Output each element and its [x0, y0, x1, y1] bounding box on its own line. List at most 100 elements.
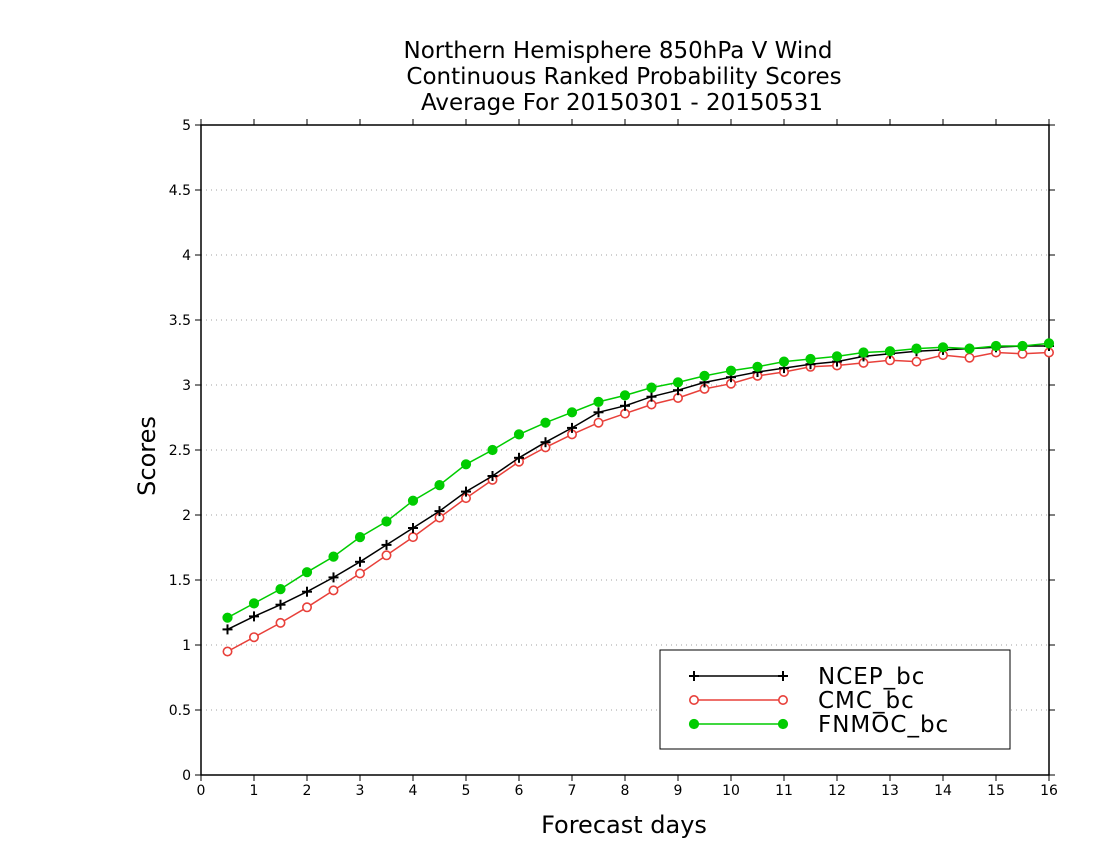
legend-item-CMC_bc: CMC_bc [688, 688, 915, 714]
point-NCEP_bc-9 [461, 486, 471, 497]
y-tick-label-0: 0 [182, 768, 191, 784]
point-NCEP_bc-1 [249, 611, 259, 622]
point-CMC_bc-0 [222, 646, 233, 657]
legend-marker-left-CMC_bc [688, 694, 699, 705]
x-tick-label-14: 14 [934, 783, 952, 799]
point-NCEP_bc-5 [355, 556, 365, 567]
point-NCEP_bc-2 [275, 599, 286, 610]
legend-marker-right-FNMOC_bc [777, 718, 789, 730]
legend-label-NCEP_bc: NCEP_bc [818, 664, 925, 690]
point-CMC_bc-28 [964, 352, 975, 363]
point-NCEP_bc-6 [381, 539, 392, 550]
line-CMC_bc [227, 351, 1050, 653]
point-CMC_bc-5 [354, 568, 365, 579]
legend-marker-right-NCEP_bc [778, 671, 788, 681]
y-tick-label-3: 1.5 [169, 573, 191, 589]
point-NCEP_bc-8 [434, 506, 445, 517]
series-NCEP_bc [222, 341, 1054, 635]
legend-marker-right-CMC_bc [777, 694, 788, 705]
point-CMC_bc-2 [275, 617, 286, 628]
point-CMC_bc-26 [911, 356, 922, 367]
point-FNMOC_bc-21 [778, 356, 790, 367]
point-FNMOC_bc-6 [381, 516, 392, 527]
point-FNMOC_bc-10 [487, 444, 498, 456]
point-FNMOC_bc-27 [937, 342, 949, 353]
x-tick-label-7: 7 [568, 783, 577, 799]
point-FNMOC_bc-13 [566, 407, 578, 418]
legend-item-FNMOC_bc: FNMOC_bc [688, 712, 948, 738]
y-tick-label-7: 3.5 [169, 313, 191, 329]
point-FNMOC_bc-0 [222, 612, 233, 623]
line-NCEP_bc [227, 345, 1049, 631]
x-tick-label-2: 2 [303, 783, 312, 799]
x-tick-label-8: 8 [621, 783, 630, 799]
legend-label-CMC_bc: CMC_bc [818, 688, 915, 714]
point-NCEP_bc-4 [328, 572, 339, 583]
point-FNMOC_bc-15 [619, 390, 631, 401]
point-FNMOC_bc-7 [407, 495, 419, 506]
point-NCEP_bc-3 [302, 586, 312, 597]
x-tick-labels: 0 1 2 3 4 5 6 7 8 9 10 11 12 13 14 15 16 [197, 783, 1058, 799]
x-tick-label-6: 6 [515, 783, 524, 799]
point-FNMOC_bc-22 [805, 353, 816, 365]
point-NCEP_bc-15 [620, 400, 630, 411]
x-tick-label-11: 11 [775, 783, 793, 799]
point-FNMOC_bc-24 [858, 347, 869, 358]
y-tick-label-4: 2 [182, 508, 191, 524]
y-tick-label-8: 4 [182, 248, 191, 264]
point-FNMOC_bc-5 [354, 532, 366, 543]
point-NCEP_bc-14 [593, 407, 604, 418]
gridlines [201, 189, 1049, 711]
point-NCEP_bc-13 [567, 422, 577, 433]
y-axis-label: Scores [133, 416, 161, 496]
x-tick-label-16: 16 [1040, 783, 1058, 799]
point-FNMOC_bc-29 [990, 340, 1002, 352]
point-FNMOC_bc-30 [1017, 340, 1028, 352]
y-tick-label-6: 3 [182, 378, 191, 394]
series-FNMOC_bc [222, 338, 1055, 623]
point-NCEP_bc-11 [514, 452, 524, 463]
y-tick-label-2: 1 [182, 638, 191, 654]
x-tick-label-4: 4 [409, 783, 418, 799]
point-FNMOC_bc-8 [434, 480, 445, 491]
x-tick-label-10: 10 [722, 783, 740, 799]
point-FNMOC_bc-26 [911, 343, 922, 354]
point-FNMOC_bc-18 [699, 370, 710, 381]
line-FNMOC_bc [227, 342, 1050, 619]
point-FNMOC_bc-2 [275, 584, 286, 595]
y-tick-label-1: 0.5 [169, 703, 191, 719]
point-NCEP_bc-12 [540, 437, 551, 448]
chart-title: Northern Hemisphere 850hPa V Wind Contin… [404, 38, 842, 116]
point-FNMOC_bc-25 [884, 346, 896, 357]
point-FNMOC_bc-19 [725, 365, 737, 376]
point-FNMOC_bc-16 [646, 382, 657, 393]
x-tick-label-15: 15 [987, 783, 1005, 799]
x-tick-label-13: 13 [881, 783, 899, 799]
legend-marker-left-NCEP_bc [689, 671, 699, 681]
y-tick-labels: 0 0.5 1 1.5 2 2.5 3 3.5 4 4.5 5 [169, 118, 191, 784]
point-CMC_bc-14 [593, 417, 604, 428]
point-FNMOC_bc-3 [301, 567, 313, 578]
legend-item-NCEP_bc: NCEP_bc [689, 664, 925, 690]
point-FNMOC_bc-12 [540, 417, 551, 428]
point-FNMOC_bc-4 [328, 551, 339, 562]
series-lines [222, 338, 1055, 657]
series-CMC_bc [222, 347, 1055, 657]
point-NCEP_bc-7 [408, 523, 418, 533]
point-NCEP_bc-10 [487, 471, 498, 481]
point-FNMOC_bc-28 [964, 343, 975, 354]
x-tick-label-3: 3 [356, 783, 365, 799]
x-axis-label: Forecast days [541, 811, 707, 839]
point-FNMOC_bc-1 [248, 598, 260, 609]
point-CMC_bc-1 [249, 632, 260, 643]
title-line-3: Average For 20150301 - 20150531 [421, 90, 823, 116]
point-FNMOC_bc-17 [672, 377, 684, 388]
point-CMC_bc-6 [381, 550, 392, 561]
x-tick-label-0: 0 [197, 783, 206, 799]
point-CMC_bc-7 [407, 532, 418, 543]
title-line-1: Northern Hemisphere 850hPa V Wind [404, 38, 833, 64]
x-tick-label-5: 5 [462, 783, 471, 799]
point-NCEP_bc-0 [222, 624, 233, 635]
